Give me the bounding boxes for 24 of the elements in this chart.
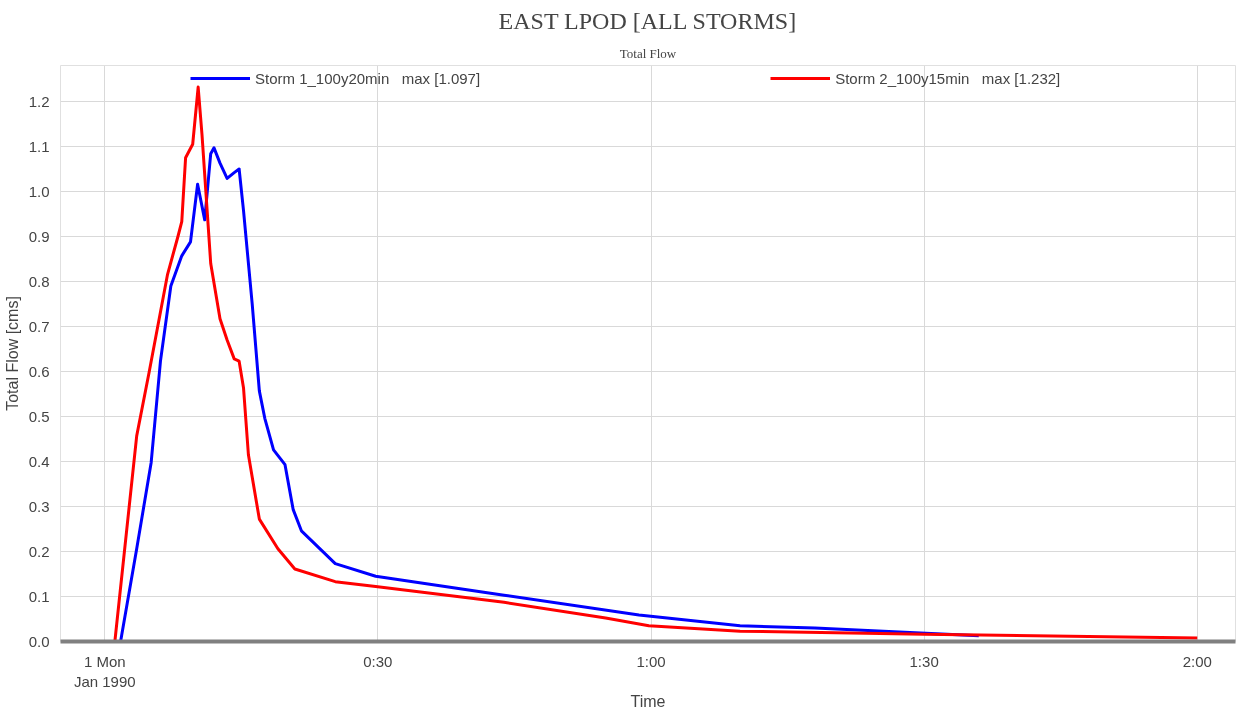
chart-subtitle: Total Flow xyxy=(619,45,677,61)
y-tick-label: 0.6 xyxy=(28,362,50,380)
y-tick-label: 1.0 xyxy=(28,182,50,200)
x-tick-label: 1 Mon Jan 1990 xyxy=(73,652,136,690)
x-tick-label: 1:00 xyxy=(636,652,666,670)
x-axis-title: Time xyxy=(630,692,666,710)
chart-title: EAST LPOD [ALL STORMS] xyxy=(498,7,797,34)
x-tick-label: 2:00 xyxy=(1182,652,1212,670)
legend-label: Storm 1_100y20min max [1.097] xyxy=(255,69,481,87)
x-tick-label: 1:30 xyxy=(909,652,939,670)
y-tick-label: 0.4 xyxy=(28,452,50,470)
legend-label: Storm 2_100y15min max [1.232] xyxy=(835,69,1061,87)
y-tick-label: 0.2 xyxy=(28,542,50,560)
y-tick-label: 0.1 xyxy=(28,587,50,605)
y-tick-label: 0.9 xyxy=(28,227,50,245)
y-tick-label: 0.5 xyxy=(28,407,50,425)
y-tick-label: 1.2 xyxy=(28,92,50,110)
y-tick-label: 1.1 xyxy=(28,137,50,155)
y-tick-label: 0.7 xyxy=(28,317,50,335)
x-tick-label: 0:30 xyxy=(363,652,393,670)
y-tick-label: 0.0 xyxy=(28,632,50,650)
y-axis-title: Total Flow [cms] xyxy=(3,296,21,411)
y-tick-label: 0.8 xyxy=(28,272,50,290)
y-tick-label: 0.3 xyxy=(28,497,50,515)
